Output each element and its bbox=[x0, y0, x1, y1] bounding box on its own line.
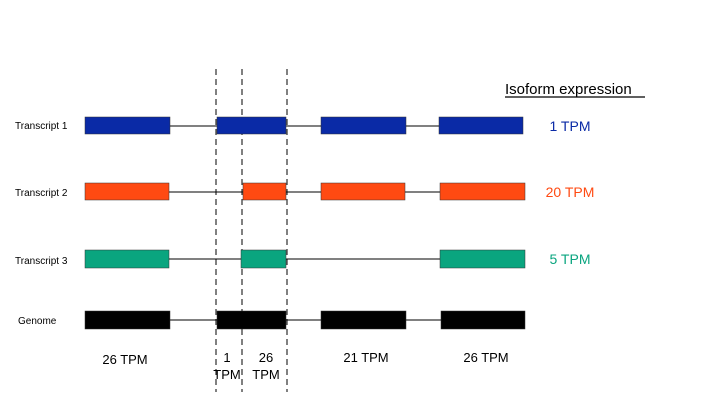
transcript-3-label: Transcript 3 bbox=[15, 256, 68, 267]
segment-2-tpm-unit: TPM bbox=[213, 367, 240, 382]
segment-5-tpm-label: 26 TPM bbox=[463, 350, 508, 365]
transcript-3-row: Transcript 3 5 TPM bbox=[15, 249, 591, 269]
transcript-2-tpm: 20 TPM bbox=[546, 184, 595, 200]
segment-3-tpm-unit: TPM bbox=[252, 367, 279, 382]
genome-label: Genome bbox=[18, 316, 57, 327]
genome-exon bbox=[216, 310, 287, 330]
transcript-3-exon bbox=[84, 249, 170, 269]
transcript-1-exon bbox=[84, 116, 171, 135]
transcript-1-exon bbox=[216, 116, 287, 135]
segment-1-tpm-label: 26 TPM bbox=[102, 352, 147, 367]
transcript-3-tpm: 5 TPM bbox=[550, 251, 591, 267]
transcript-2-row: Transcript 2 20 TPM bbox=[15, 182, 595, 201]
transcript-1-exon bbox=[320, 116, 407, 135]
genome-exon bbox=[440, 310, 526, 330]
transcript-1-tpm: 1 TPM bbox=[550, 118, 591, 134]
genome-exon bbox=[84, 310, 171, 330]
genome-row: Genome bbox=[18, 310, 526, 330]
segment-3-tpm-value: 26 bbox=[259, 350, 273, 365]
segment-2-tpm-value: 1 bbox=[223, 350, 230, 365]
isoform-expression-title: Isoform expression bbox=[505, 81, 632, 98]
transcript-2-exon bbox=[320, 182, 406, 201]
transcript-2-exon bbox=[242, 182, 287, 201]
transcript-3-exon bbox=[439, 249, 526, 269]
transcript-2-exon bbox=[439, 182, 526, 201]
transcript-1-exon bbox=[438, 116, 524, 135]
transcript-2-exon bbox=[84, 182, 170, 201]
transcript-1-row: Transcript 1 1 TPM bbox=[15, 116, 591, 135]
segment-labels: 26 TPM 1 TPM 26 TPM 21 TPM 26 TPM bbox=[102, 350, 508, 382]
transcript-3-exon bbox=[240, 249, 287, 269]
transcript-2-label: Transcript 2 bbox=[15, 188, 68, 199]
genome-exon bbox=[320, 310, 407, 330]
segment-4-tpm-label: 21 TPM bbox=[343, 350, 388, 365]
transcript-1-label: Transcript 1 bbox=[15, 121, 68, 132]
